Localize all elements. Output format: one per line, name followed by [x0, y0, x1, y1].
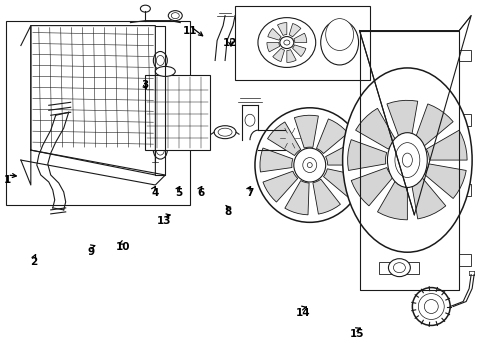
Polygon shape: [377, 179, 407, 220]
Polygon shape: [294, 115, 319, 148]
Polygon shape: [366, 135, 380, 145]
Ellipse shape: [389, 259, 410, 276]
Bar: [459, 114, 471, 126]
Text: 4: 4: [151, 188, 158, 198]
Ellipse shape: [413, 288, 450, 325]
Ellipse shape: [276, 122, 304, 154]
Ellipse shape: [155, 67, 175, 76]
Polygon shape: [277, 23, 287, 36]
Bar: [459, 50, 471, 62]
Polygon shape: [390, 144, 399, 159]
Text: 8: 8: [224, 207, 232, 217]
Polygon shape: [287, 50, 296, 62]
Polygon shape: [293, 45, 306, 57]
Text: 2: 2: [30, 257, 38, 267]
Polygon shape: [294, 33, 307, 42]
Ellipse shape: [258, 18, 316, 67]
Text: 14: 14: [296, 308, 311, 318]
Polygon shape: [367, 118, 382, 132]
Ellipse shape: [317, 124, 339, 152]
Polygon shape: [351, 167, 393, 206]
Polygon shape: [273, 48, 285, 62]
Bar: [146, 75, 210, 150]
Polygon shape: [396, 139, 412, 152]
Polygon shape: [260, 148, 293, 172]
Polygon shape: [347, 140, 387, 170]
Ellipse shape: [343, 68, 472, 252]
Text: 5: 5: [175, 188, 183, 198]
Polygon shape: [263, 171, 298, 202]
Text: 9: 9: [88, 247, 95, 257]
Ellipse shape: [294, 148, 326, 182]
Polygon shape: [379, 111, 390, 126]
Polygon shape: [267, 42, 280, 52]
Polygon shape: [289, 23, 301, 37]
Polygon shape: [285, 181, 309, 215]
Ellipse shape: [141, 5, 150, 12]
Bar: [379, 262, 419, 274]
Polygon shape: [317, 119, 348, 153]
Text: 15: 15: [350, 329, 365, 339]
Bar: [235, 6, 369, 80]
Polygon shape: [21, 150, 165, 185]
Text: 11: 11: [183, 26, 197, 36]
Ellipse shape: [326, 19, 354, 50]
Ellipse shape: [168, 11, 182, 21]
Ellipse shape: [214, 126, 236, 139]
Polygon shape: [424, 164, 466, 198]
Ellipse shape: [153, 51, 167, 69]
Polygon shape: [426, 130, 467, 160]
Ellipse shape: [153, 141, 167, 159]
Polygon shape: [387, 100, 418, 139]
Ellipse shape: [280, 37, 294, 49]
Polygon shape: [21, 26, 31, 185]
Text: 3: 3: [141, 80, 148, 90]
Polygon shape: [356, 108, 396, 149]
Text: 7: 7: [246, 188, 253, 198]
Ellipse shape: [380, 125, 398, 145]
Polygon shape: [325, 142, 360, 165]
Text: 6: 6: [197, 188, 205, 198]
Polygon shape: [393, 113, 406, 128]
Polygon shape: [398, 125, 414, 135]
Polygon shape: [268, 28, 281, 40]
Polygon shape: [411, 177, 446, 219]
Ellipse shape: [255, 108, 365, 222]
Polygon shape: [268, 122, 301, 156]
Polygon shape: [313, 179, 341, 214]
Bar: [6, 21, 190, 205]
Polygon shape: [323, 169, 359, 197]
Ellipse shape: [364, 105, 416, 165]
Bar: [459, 184, 471, 196]
Text: 10: 10: [116, 242, 130, 252]
Text: 1: 1: [3, 175, 11, 185]
Bar: [459, 254, 471, 266]
Ellipse shape: [388, 133, 427, 188]
Polygon shape: [372, 142, 386, 158]
Text: 12: 12: [223, 38, 238, 48]
Text: 13: 13: [157, 216, 171, 226]
Polygon shape: [415, 104, 453, 146]
